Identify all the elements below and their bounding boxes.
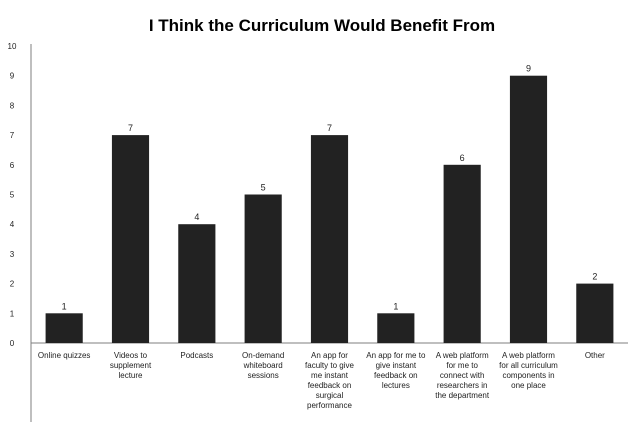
category-labels: Online quizzes Videos to supplement lecture… bbox=[38, 351, 605, 410]
bar bbox=[576, 283, 614, 343]
bar bbox=[377, 313, 415, 343]
x-tick-label-line: Online quizzes bbox=[38, 351, 90, 360]
bars bbox=[45, 75, 614, 343]
x-tick-label-line: lectures bbox=[382, 381, 410, 390]
bar bbox=[178, 224, 216, 343]
x-tick-label-line: researchers in bbox=[437, 381, 488, 390]
x-tick-label: Podcasts bbox=[180, 351, 213, 360]
y-tick-label: 3 bbox=[10, 250, 15, 259]
y-axis-ticks: 0 1 2 3 4 5 6 7 8 9 10 bbox=[8, 42, 17, 348]
y-tick-label: 9 bbox=[10, 72, 15, 81]
x-tick-label-line: the department bbox=[435, 391, 490, 400]
data-label: 1 bbox=[393, 301, 398, 311]
bar bbox=[244, 194, 282, 343]
x-tick-label-line: A web platform bbox=[436, 351, 489, 360]
x-tick-label-line: whiteboard bbox=[243, 361, 283, 370]
data-label: 9 bbox=[526, 64, 531, 74]
x-tick-label-line: An app for me to bbox=[366, 351, 426, 360]
x-tick-label-line: for all curriculum bbox=[499, 361, 558, 370]
x-tick-label-line: Videos to bbox=[114, 351, 148, 360]
data-label: 5 bbox=[261, 183, 266, 193]
y-tick-label: 5 bbox=[10, 191, 15, 200]
x-tick-label-line: components in bbox=[502, 371, 554, 380]
x-tick-label-line: feedback on bbox=[308, 381, 352, 390]
x-tick-label-line: Podcasts bbox=[180, 351, 213, 360]
x-tick-label-line: faculty to give bbox=[305, 361, 354, 370]
y-tick-label: 2 bbox=[10, 280, 15, 289]
y-tick-label: 8 bbox=[10, 101, 15, 110]
x-tick-label-line: connect with bbox=[440, 371, 484, 380]
data-label: 1 bbox=[62, 301, 67, 311]
x-tick-label-line: surgical bbox=[316, 391, 344, 400]
y-tick-label: 0 bbox=[10, 339, 15, 348]
y-tick-label: 6 bbox=[10, 161, 15, 170]
bar bbox=[111, 135, 150, 343]
y-tick-label: 1 bbox=[10, 309, 15, 318]
x-tick-label-line: A web platform bbox=[502, 351, 555, 360]
x-tick-label: An app for faculty to give me instant feedb… bbox=[305, 351, 354, 410]
x-tick-label-line: An app for bbox=[311, 351, 348, 360]
x-tick-label: Videos to supplement lecture bbox=[110, 351, 152, 380]
x-tick-label-line: lecture bbox=[118, 371, 143, 380]
x-tick-label-line: Other bbox=[585, 351, 605, 360]
x-tick-label: An app for me to give instant feedback on l… bbox=[366, 351, 426, 390]
bar bbox=[45, 313, 83, 343]
data-label: 4 bbox=[194, 212, 199, 222]
x-tick-label-line: supplement bbox=[110, 361, 152, 370]
x-tick-label-line: give instant bbox=[376, 361, 417, 370]
x-tick-label: A web platform for all curriculum componen… bbox=[499, 351, 558, 390]
data-label: 6 bbox=[460, 153, 465, 163]
x-tick-label-line: sessions bbox=[248, 371, 279, 380]
x-tick-label-line: for me to bbox=[446, 361, 478, 370]
x-tick-label: A web platform for me to connect with resea… bbox=[435, 351, 490, 400]
bar bbox=[310, 135, 349, 343]
x-tick-label-line: feedback on bbox=[374, 371, 418, 380]
x-tick-label: Online quizzes bbox=[38, 351, 90, 360]
data-label: 2 bbox=[592, 272, 597, 282]
y-tick-label: 10 bbox=[8, 42, 17, 51]
x-tick-label: Other bbox=[585, 351, 605, 360]
data-label: 7 bbox=[327, 123, 332, 133]
x-tick-label: On-demand whiteboard sessions bbox=[242, 351, 284, 380]
data-label: 7 bbox=[128, 123, 133, 133]
chart-title: I Think the Curriculum Would Benefit Fro… bbox=[149, 16, 495, 35]
x-tick-label-line: me instant bbox=[311, 371, 349, 380]
bar bbox=[443, 164, 481, 343]
bar bbox=[509, 75, 548, 343]
y-tick-label: 7 bbox=[10, 131, 15, 140]
x-tick-label-line: performance bbox=[307, 401, 352, 410]
x-tick-label-line: On-demand bbox=[242, 351, 284, 360]
x-tick-label-line: one place bbox=[511, 381, 546, 390]
y-tick-label: 4 bbox=[10, 220, 15, 229]
